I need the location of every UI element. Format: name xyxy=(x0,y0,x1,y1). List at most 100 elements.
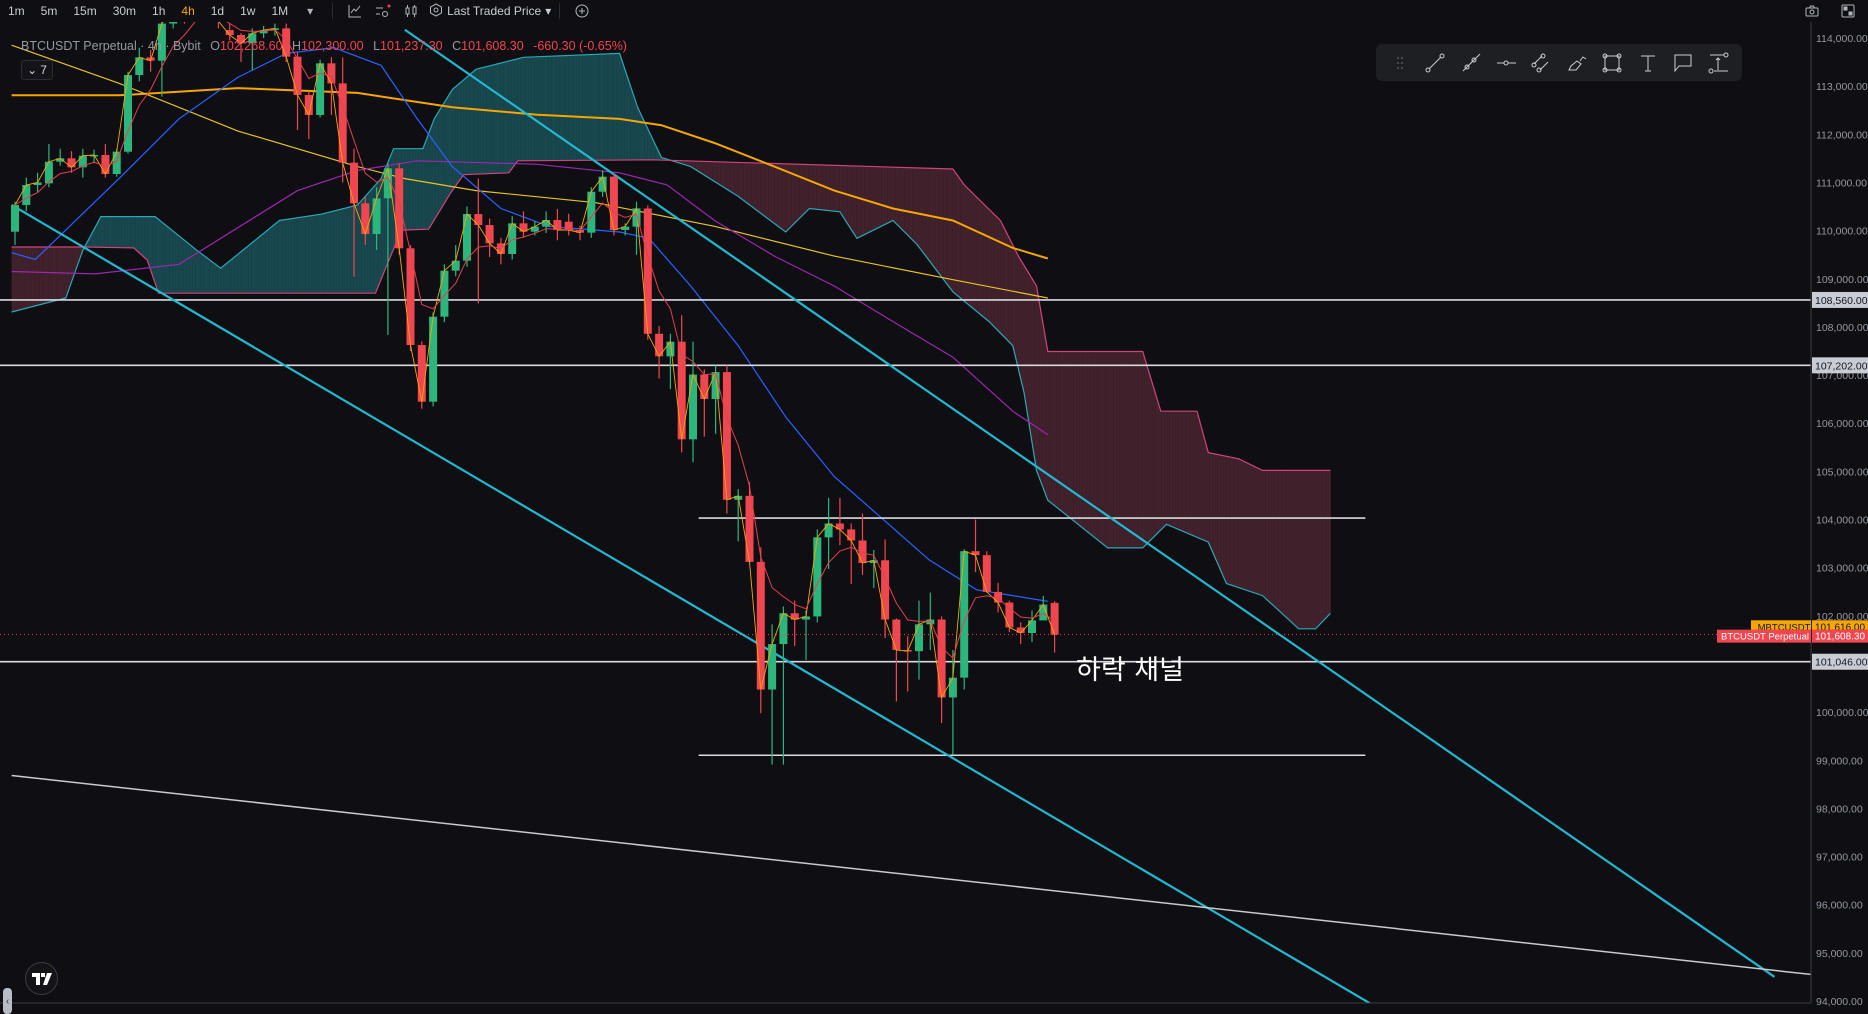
ichimoku-cloud-segment xyxy=(1150,375,1153,541)
ichimoku-cloud-segment xyxy=(1234,458,1238,588)
timeframe-1M[interactable]: 1M xyxy=(271,4,289,18)
ichimoku-cloud-segment xyxy=(22,246,26,310)
chart-annotation-text[interactable]: 하락 채널 xyxy=(1076,655,1184,686)
candle-body xyxy=(564,221,573,231)
indicators-collapse-button[interactable]: ⌄ 7 xyxy=(21,60,53,80)
ichimoku-cloud-segment xyxy=(243,247,247,294)
timeframe-15m[interactable]: 15m xyxy=(73,4,97,18)
ichimoku-cloud-segment xyxy=(1240,459,1244,590)
ichimoku-cloud-segment xyxy=(288,218,292,294)
ichimoku-cloud-segment xyxy=(107,216,111,248)
brush-icon[interactable] xyxy=(1561,48,1592,78)
ichimoku-cloud-segment xyxy=(1039,305,1043,487)
candle-body xyxy=(722,372,731,500)
ichimoku-cloud-segment xyxy=(491,64,495,174)
candle-body xyxy=(440,270,449,317)
legend-change: -660.30 (-0.65%) xyxy=(533,39,627,53)
trend-line-icon[interactable] xyxy=(1419,48,1450,78)
candle-body xyxy=(960,551,969,678)
price-range-icon[interactable] xyxy=(1703,48,1734,78)
candle-type-icon[interactable] xyxy=(399,2,423,20)
candle xyxy=(1039,595,1048,621)
ichimoku-cloud-segment xyxy=(217,266,221,294)
ichimoku-cloud-segment xyxy=(1294,470,1297,628)
ichimoku-cloud-segment xyxy=(613,53,617,161)
price-tag-name-bg xyxy=(1717,629,1811,643)
ichimoku-span-b-line xyxy=(11,159,1331,471)
scroll-left-handle[interactable]: ‹ xyxy=(3,988,12,1014)
ichimoku-cloud-segment xyxy=(435,112,439,219)
timeframe-1m[interactable]: 1m xyxy=(8,4,25,18)
ichimoku-cloud-segment xyxy=(610,53,614,161)
ichimoku-cloud-segment xyxy=(830,165,834,212)
ichimoku-cloud-segment xyxy=(124,216,128,248)
candle-body xyxy=(11,205,19,232)
ichimoku-cloud-segment xyxy=(415,148,419,230)
ichimoku-cloud-segment xyxy=(68,246,71,292)
ichimoku-cloud-segment xyxy=(316,214,320,294)
timeframe-1h[interactable]: 1h xyxy=(152,4,166,18)
add-icon[interactable] xyxy=(570,2,594,20)
parallel-channel-icon[interactable] xyxy=(1526,48,1557,78)
candle xyxy=(542,211,551,234)
ichimoku-cloud-segment xyxy=(909,167,913,241)
timeframe-1d[interactable]: 1d xyxy=(210,4,225,18)
ichimoku-cloud-segment xyxy=(873,166,877,231)
price-source-dropdown[interactable]: Last Traded Price ▾ xyxy=(429,2,551,20)
top-toolbar: 1m 5m 15m 30m 1h 4h 1d 1w 1M ▾ Last Trad… xyxy=(0,0,1868,22)
price-axis[interactable]: 114,000.00 113,000.00 112,000.00 111,000.00… xyxy=(1717,33,1868,1008)
candle xyxy=(383,163,392,336)
ichimoku-cloud-segment xyxy=(740,162,744,201)
drag-handle-icon[interactable] xyxy=(1384,48,1415,78)
plot-area xyxy=(0,22,1811,1003)
ichimoku-cloud-segment xyxy=(1065,351,1069,517)
ichimoku-cloud-segment xyxy=(890,167,894,222)
callout-icon[interactable] xyxy=(1667,48,1698,78)
candle xyxy=(361,196,370,246)
ichimoku-cloud-segment xyxy=(263,231,266,294)
ichimoku-cloud-segment xyxy=(223,263,227,294)
ichimoku-cloud-segment xyxy=(630,85,634,160)
ichimoku-cloud-segment xyxy=(1121,351,1125,548)
ichimoku-cloud-segment xyxy=(876,166,879,229)
ichimoku-cloud-segment xyxy=(497,63,501,174)
camera-icon[interactable] xyxy=(1800,2,1824,20)
timeframe-dropdown-icon[interactable]: ▾ xyxy=(307,4,314,18)
ichimoku-cloud-segment xyxy=(1175,411,1179,530)
ichimoku-cloud-segment xyxy=(234,254,238,294)
candle-body xyxy=(643,208,652,334)
ichimoku-cloud-segment xyxy=(302,216,306,294)
ichimoku-cloud-segment xyxy=(121,216,125,248)
indicators-icon[interactable] xyxy=(343,2,367,20)
candle xyxy=(937,616,946,724)
ray-icon[interactable] xyxy=(1455,48,1486,78)
ichimoku-cloud-segment xyxy=(853,165,857,238)
chart-settings-icon[interactable] xyxy=(371,2,395,20)
candle-body xyxy=(395,168,404,249)
timeframe-4h[interactable]: 4h xyxy=(181,4,195,18)
ichimoku-cloud-segment xyxy=(534,56,538,161)
ichimoku-cloud-segment xyxy=(596,54,600,161)
timeframe-30m[interactable]: 30m xyxy=(112,4,137,18)
ichimoku-cloud-segment xyxy=(983,203,987,320)
candle-body xyxy=(101,155,110,175)
close-price-line xyxy=(14,22,1056,699)
ichimoku-cloud-segment xyxy=(34,246,38,307)
candle-body xyxy=(350,162,358,204)
ichimoku-cloud-segment xyxy=(813,164,817,210)
tradingview-logo[interactable] xyxy=(25,962,58,995)
fullscreen-icon[interactable] xyxy=(1836,2,1860,20)
timeframe-1w[interactable]: 1w xyxy=(240,4,256,18)
rectangle-icon[interactable] xyxy=(1596,48,1627,78)
candle xyxy=(395,163,404,255)
ichimoku-cloud-segment xyxy=(856,166,860,238)
ichimoku-cloud-segment xyxy=(1102,351,1105,546)
ichimoku-cloud-segment xyxy=(881,166,885,227)
text-icon[interactable] xyxy=(1632,48,1663,78)
ichimoku-cloud-segment xyxy=(805,164,809,213)
candle-body xyxy=(655,333,664,357)
timeframe-5m[interactable]: 5m xyxy=(40,4,58,18)
horizontal-ray-icon[interactable] xyxy=(1490,48,1521,78)
price-axis-tick-label: 108,000.00 xyxy=(1816,322,1868,334)
